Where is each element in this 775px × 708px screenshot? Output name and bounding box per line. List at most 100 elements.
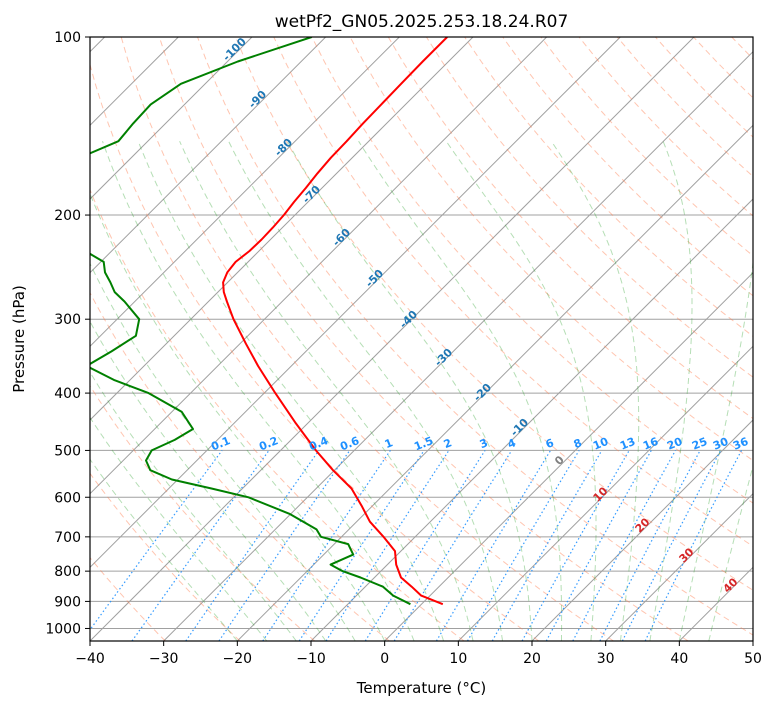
dry-adiabat-label: 20 [633,515,653,535]
dry-adiabat-label: -70 [300,183,323,206]
y-tick-label: 400 [54,386,81,402]
mixing-ratio-label: 36 [731,435,750,453]
dry-adiabat-line [311,37,753,504]
mixing-ratio-label: 6 [544,436,556,451]
isotherm-gridline [90,37,548,495]
dry-adiabat-line [770,37,775,641]
mixing-ratio-line [218,450,351,641]
isotherm-gridline [384,271,753,641]
isotherm-gridline [605,492,753,641]
dry-adiabat-line [502,37,753,297]
x-axis-label: Temperature (°C) [356,679,486,697]
mixing-ratio-line [131,450,270,641]
mixing-ratio-line [393,450,513,641]
moist-adiabat-line [90,371,297,641]
dry-adiabat-line [235,37,753,591]
temperature-profile-line [222,37,448,606]
mixing-ratio-line [185,450,320,641]
x-tick-label: 20 [523,651,541,667]
y-tick-label: 700 [54,530,81,546]
x-tick-label: −30 [149,651,179,667]
dewpoint-profile-line [90,37,411,606]
mixing-ratio-label: 16 [641,435,660,453]
x-tick-label: −10 [296,651,326,667]
y-tick-label: 600 [54,490,81,506]
dry-adiabat-label: 30 [677,545,697,565]
isotherm-gridline [236,124,753,641]
dry-adiabat-line [387,37,753,420]
x-tick-label: 10 [449,651,467,667]
mixing-ratio-label: 3 [478,436,490,451]
dry-adiabat-line [90,188,465,641]
moist-adiabat-line [358,140,563,641]
isotherm-gridline [678,566,753,641]
dry-adiabat-line [120,37,614,641]
isotherm-gridline [457,345,753,641]
plot-frame [89,36,754,642]
y-tick-label: 900 [54,594,81,610]
moist-adiabat-line [90,192,386,641]
moist-adiabat-line [137,141,445,641]
mixing-ratio-line [364,450,486,641]
x-tick-label: 30 [597,651,615,667]
isotherm-gridline [90,37,327,274]
dry-adiabat-label: -60 [330,226,353,249]
isotherm-gridline [90,37,621,569]
dry-adiabat-label: 40 [721,575,741,595]
dry-adiabat-label: -40 [397,308,420,331]
isotherm-gridline [163,50,753,641]
dry-adiabat-label: -80 [272,136,295,159]
mixing-ratio-line [90,450,223,631]
dry-adiabat-label: -50 [363,267,386,290]
dry-adiabat-line [197,37,753,636]
chart-title: wetPf2_GN05.2025.253.18.24.R07 [275,12,569,32]
moist-adiabat-line [102,141,415,641]
isotherm-gridline [310,198,753,641]
dry-adiabat-line [655,37,753,138]
y-tick-label: 800 [54,564,81,580]
mixing-ratio-label: 10 [591,435,610,453]
x-tick-label: −20 [223,651,253,667]
axes: −40 −30 −20 −10 0 10 20 30 40 50 100 200 300 400 500 60… [45,30,762,667]
moist-adiabat-line [550,140,640,641]
moist-adiabat-line [708,464,753,641]
moist-adiabat-line [445,140,597,641]
mixing-ratio-line [644,450,743,641]
dry-adiabat-line [693,37,753,99]
isotherm-gridline [752,640,753,641]
mixing-ratio-label: 8 [572,436,584,451]
mixing-ratio-line [545,450,652,641]
dry-adiabat-label: -90 [246,88,269,111]
dry-adiabat-line [90,291,390,641]
isotherm-gridline [90,37,400,348]
dry-adiabat-label: -10 [508,416,531,439]
mixing-ratio-label: 2 [442,436,454,451]
moist-adiabat-line [179,140,474,641]
y-tick-label: 500 [54,443,81,459]
moist-adiabat-line [678,258,753,641]
isotherm-gridline [531,419,753,641]
mixing-ratio-label: 20 [665,435,684,453]
moist-adiabat-line [90,320,327,641]
y-axis-label: Pressure (hPa) [10,285,28,393]
moist-adiabat-line [90,262,356,641]
mixing-ratio-label: 1 [383,436,395,451]
dry-adiabat-line [90,472,241,641]
dry-adiabat-line [273,37,753,547]
dry-adiabat-label: -30 [432,346,455,369]
y-tick-label: 100 [54,30,81,46]
moist-adiabat-line [90,416,268,641]
dry-adiabat-line [90,384,316,641]
mixing-ratio-line [521,450,630,641]
mixing-ratio-line [298,450,425,641]
isotherm-gridline [90,37,253,200]
y-tick-label: 300 [54,312,81,328]
mixing-ratio-line [325,450,450,641]
dry-adiabat-line [349,37,753,462]
moist-adiabat-line [286,140,533,641]
moist-adiabat-line [228,140,503,641]
dry-adiabat-label: -20 [471,381,494,404]
plot-area: -100-90-80-70-60-50-40-30-20-10010203040… [90,37,775,641]
